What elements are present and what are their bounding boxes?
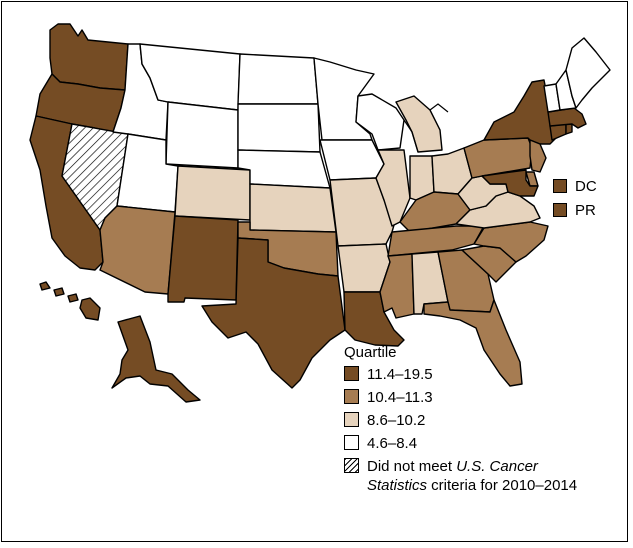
legend-title: Quartile <box>344 344 397 361</box>
na-italic: U.S. Cancer Statistics <box>367 458 538 494</box>
extra-areas-legend: DC PR <box>553 174 597 222</box>
legend-item-q1: 11.4–19.5 <box>344 365 584 384</box>
state-ND[interactable] <box>237 53 319 105</box>
legend-label-q2: 10.4–11.3 <box>367 389 433 406</box>
legend-swatch-q3 <box>344 412 359 427</box>
state-WI[interactable] <box>355 93 405 151</box>
state-AZ[interactable] <box>99 205 176 295</box>
pr-item: PR <box>553 198 597 222</box>
state-CO[interactable] <box>174 165 251 221</box>
state-KS[interactable] <box>249 183 337 233</box>
legend-label-q3: 8.6–10.2 <box>367 412 426 429</box>
state-NJ[interactable] <box>529 139 547 173</box>
state-IL[interactable] <box>375 149 411 227</box>
legend-swatch-q4 <box>344 435 359 450</box>
state-MA[interactable] <box>547 107 587 129</box>
state-MD[interactable] <box>481 169 539 197</box>
legend-label-q1: 11.4–19.5 <box>367 366 433 383</box>
na-prefix: Did not meet <box>367 458 457 475</box>
dc-item: DC <box>553 174 597 198</box>
legend-swatch-q2 <box>344 389 359 404</box>
legend-item-q2: 10.4–11.3 <box>344 388 584 407</box>
legend-item-q4: 4.6–8.4 <box>344 434 584 453</box>
state-SD[interactable] <box>237 103 321 153</box>
pr-swatch <box>553 203 567 217</box>
state-MI[interactable] <box>395 95 443 153</box>
pr-label: PR <box>575 201 596 219</box>
legend-label-q4: 4.6–8.4 <box>367 435 418 452</box>
state-TX[interactable] <box>201 237 346 389</box>
state-RI[interactable] <box>565 123 573 135</box>
quartile-legend: Quartile 11.4–19.5 10.4–11.3 8.6–10.2 4.… <box>344 344 584 499</box>
na-suffix: criteria for 2010–2014 <box>427 477 578 494</box>
state-AK[interactable] <box>111 315 201 403</box>
state-NE[interactable] <box>237 149 331 189</box>
state-FL[interactable] <box>423 299 523 387</box>
state-WY[interactable] <box>165 101 239 169</box>
legend-item-na: Did not meet U.S. Cancer Statistics crit… <box>344 457 584 495</box>
legend-item-q3: 8.6–10.2 <box>344 411 584 430</box>
legend-label-na: Did not meet U.S. Cancer Statistics crit… <box>367 457 584 495</box>
state-HI[interactable] <box>39 281 101 321</box>
state-IA[interactable] <box>319 139 385 181</box>
dc-swatch <box>553 179 567 193</box>
state-WA[interactable] <box>49 23 129 91</box>
dc-label: DC <box>575 177 597 195</box>
state-ME[interactable] <box>565 37 611 109</box>
legend-swatch-q1 <box>344 366 359 381</box>
state-NM[interactable] <box>167 215 239 303</box>
legend-swatch-na <box>344 458 359 473</box>
